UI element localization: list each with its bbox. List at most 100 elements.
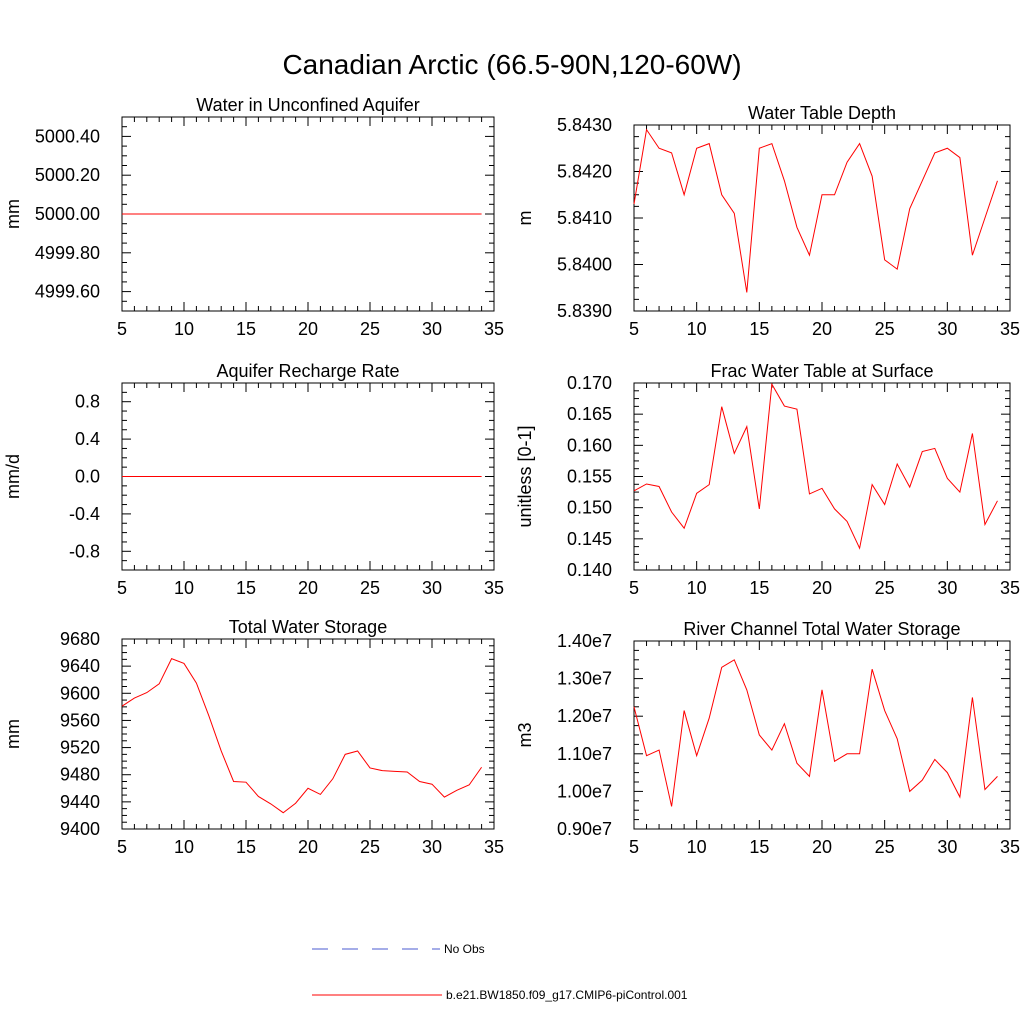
legend: No Obs b.e21.BW1850.f09_g17.CMIP6-piCont… — [312, 942, 688, 1002]
water-in-unconfined-aquifer-xtick-label: 35 — [484, 319, 504, 339]
aquifer-recharge-rate-xtick-label: 20 — [298, 578, 318, 598]
river-channel-total-water-storage-xtick-label: 25 — [875, 837, 895, 857]
water-in-unconfined-aquifer-ytick-label: 5000.00 — [35, 204, 100, 224]
water-table-depth-title: Water Table Depth — [748, 103, 896, 123]
legend-no-obs-label: No Obs — [444, 942, 485, 956]
total-water-storage-xtick-label: 20 — [298, 837, 318, 857]
frac-water-table-at-surface-series-line — [633, 382, 998, 550]
total-water-storage-xtick-label: 35 — [484, 837, 504, 857]
frac-water-table-at-surface-frame — [633, 382, 1011, 571]
total-water-storage-frame — [121, 638, 495, 830]
aquifer-recharge-rate-ytick-label: 0.8 — [75, 392, 100, 412]
frac-water-table-at-surface-ytick-label: 0.140 — [567, 560, 612, 580]
total-water-storage-xtick-label: 5 — [117, 837, 127, 857]
water-in-unconfined-aquifer-ylabel: mm — [3, 199, 23, 229]
river-channel-total-water-storage-xtick-label: 35 — [1000, 837, 1020, 857]
aquifer-recharge-rate-ytick-label: 0.0 — [75, 467, 100, 487]
aquifer-recharge-rate-xtick-label: 5 — [117, 578, 127, 598]
river-channel-total-water-storage-xtick-label: 20 — [812, 837, 832, 857]
aquifer-recharge-rate-xtick-label: 30 — [422, 578, 442, 598]
river-channel-total-water-storage-ytick-label: 1.30e7 — [557, 669, 612, 689]
total-water-storage-ytick-label: 9400 — [60, 819, 100, 839]
river-channel-total-water-storage-ytick-label: 1.20e7 — [557, 706, 612, 726]
panel-river-channel-total-water-storage: River Channel Total Water Storage m3 5 10 15… — [515, 619, 1020, 857]
river-channel-total-water-storage-ytick-label: 0.90e7 — [557, 819, 612, 839]
frac-water-table-at-surface-ylabel: unitless [0-1] — [515, 425, 535, 527]
river-channel-total-water-storage-ytick-label: 1.10e7 — [557, 744, 612, 764]
total-water-storage-ylabel: mm — [3, 719, 23, 749]
frac-water-table-at-surface-xtick-label: 20 — [812, 578, 832, 598]
panel-total-water-storage: Total Water Storage mm 5 10 15 20 25 30 35 9400 94… — [3, 617, 504, 857]
river-channel-total-water-storage-xtick-label: 10 — [687, 837, 707, 857]
frac-water-table-at-surface-xtick-label: 10 — [687, 578, 707, 598]
river-channel-total-water-storage-ytick-label: 1.40e7 — [557, 631, 612, 651]
aquifer-recharge-rate-ylabel: mm/d — [3, 454, 23, 499]
water-table-depth-ytick-label: 5.8390 — [557, 301, 612, 321]
total-water-storage-ytick-label: 9680 — [60, 629, 100, 649]
water-in-unconfined-aquifer-xtick-label: 30 — [422, 319, 442, 339]
water-in-unconfined-aquifer-xtick-label: 20 — [298, 319, 318, 339]
water-table-depth-xtick-label: 25 — [875, 319, 895, 339]
total-water-storage-ytick-label: 9560 — [60, 710, 100, 730]
river-channel-total-water-storage-title: River Channel Total Water Storage — [683, 619, 960, 639]
total-water-storage-xtick-label: 30 — [422, 837, 442, 857]
river-channel-total-water-storage-frame — [633, 640, 1011, 830]
water-table-depth-xtick-label: 30 — [937, 319, 957, 339]
aquifer-recharge-rate-ytick-label: 0.4 — [75, 429, 100, 449]
total-water-storage-ytick-label: 9440 — [60, 792, 100, 812]
water-in-unconfined-aquifer-title: Water in Unconfined Aquifer — [196, 95, 419, 115]
aquifer-recharge-rate-title: Aquifer Recharge Rate — [216, 361, 399, 381]
aquifer-recharge-rate-ytick-label: -0.4 — [69, 504, 100, 524]
water-in-unconfined-aquifer-ytick-label: 5000.40 — [35, 126, 100, 146]
total-water-storage-title: Total Water Storage — [229, 617, 387, 637]
water-in-unconfined-aquifer-xtick-label: 15 — [236, 319, 256, 339]
frac-water-table-at-surface-ytick-label: 0.160 — [567, 435, 612, 455]
water-table-depth-ytick-label: 5.8430 — [557, 115, 612, 135]
river-channel-total-water-storage-xtick-label: 30 — [937, 837, 957, 857]
panel-water-in-unconfined-aquifer: Water in Unconfined Aquifer mm 5 10 15 20 25 30… — [3, 95, 504, 339]
frac-water-table-at-surface-ytick-label: 0.155 — [567, 467, 612, 487]
aquifer-recharge-rate-xtick-label: 35 — [484, 578, 504, 598]
aquifer-recharge-rate-xtick-label: 25 — [360, 578, 380, 598]
river-channel-total-water-storage-xtick-label: 15 — [749, 837, 769, 857]
water-table-depth-xtick-label: 5 — [629, 319, 639, 339]
water-table-depth-xtick-label: 35 — [1000, 319, 1020, 339]
water-in-unconfined-aquifer-xtick-label: 25 — [360, 319, 380, 339]
river-channel-total-water-storage-ytick-label: 1.00e7 — [557, 781, 612, 801]
river-channel-total-water-storage-xtick-label: 5 — [629, 837, 639, 857]
panel-water-table-depth: Water Table Depth m 5 10 15 20 25 30 35 5.8390 5.8… — [515, 103, 1020, 339]
river-channel-total-water-storage-series-line — [633, 659, 998, 807]
frac-water-table-at-surface-ytick-label: 0.165 — [567, 404, 612, 424]
total-water-storage-ytick-label: 9480 — [60, 765, 100, 785]
panels: Water in Unconfined Aquifer mm 5 10 15 20 25 30… — [3, 95, 1020, 857]
water-table-depth-xtick-label: 15 — [749, 319, 769, 339]
aquifer-recharge-rate-xtick-label: 10 — [174, 578, 194, 598]
water-in-unconfined-aquifer-xtick-label: 10 — [174, 319, 194, 339]
aquifer-recharge-rate-ytick-label: -0.8 — [69, 541, 100, 561]
aquifer-recharge-rate-xtick-label: 15 — [236, 578, 256, 598]
frac-water-table-at-surface-title: Frac Water Table at Surface — [710, 361, 933, 381]
water-table-depth-xtick-label: 20 — [812, 319, 832, 339]
water-in-unconfined-aquifer-ytick-label: 4999.80 — [35, 243, 100, 263]
water-table-depth-ylabel: m — [515, 211, 535, 226]
water-table-depth-ytick-label: 5.8420 — [557, 162, 612, 182]
frac-water-table-at-surface-xtick-label: 15 — [749, 578, 769, 598]
total-water-storage-xtick-label: 25 — [360, 837, 380, 857]
legend-series-label: b.e21.BW1850.f09_g17.CMIP6-piControl.001 — [446, 988, 688, 1002]
total-water-storage-series-line — [121, 658, 483, 814]
water-in-unconfined-aquifer-ytick-label: 5000.20 — [35, 165, 100, 185]
figure-title: Canadian Arctic (66.5-90N,120-60W) — [282, 49, 741, 80]
water-table-depth-series-line — [633, 128, 998, 293]
frac-water-table-at-surface-ytick-label: 0.145 — [567, 529, 612, 549]
panel-frac-water-table-at-surface: Frac Water Table at Surface unitless [0-1… — [515, 361, 1020, 598]
total-water-storage-xtick-label: 15 — [236, 837, 256, 857]
water-in-unconfined-aquifer-ytick-label: 4999.60 — [35, 282, 100, 302]
frac-water-table-at-surface-xtick-label: 35 — [1000, 578, 1020, 598]
total-water-storage-ytick-label: 9600 — [60, 683, 100, 703]
total-water-storage-ytick-label: 9520 — [60, 738, 100, 758]
water-table-depth-ytick-label: 5.8400 — [557, 255, 612, 275]
water-table-depth-xtick-label: 10 — [687, 319, 707, 339]
frac-water-table-at-surface-xtick-label: 25 — [875, 578, 895, 598]
frac-water-table-at-surface-ytick-label: 0.170 — [567, 373, 612, 393]
